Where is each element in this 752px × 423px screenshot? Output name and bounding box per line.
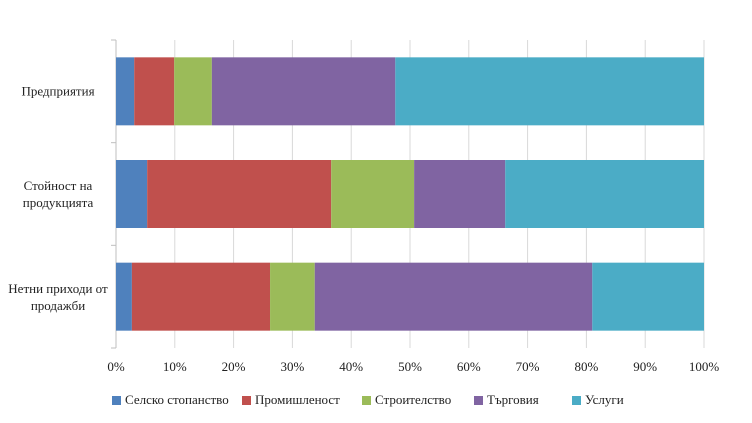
bar-segment: [116, 57, 135, 126]
bar-segment: [505, 160, 704, 228]
x-tick-label: 60%: [457, 359, 481, 374]
bar-segment: [270, 262, 315, 331]
x-tick-label: 40%: [339, 359, 363, 374]
legend-swatch: [362, 396, 371, 405]
y-tick-label: Нетни приходи от продажби: [8, 280, 108, 313]
y-tick-label: Предприятия: [21, 83, 95, 99]
legend-label: Строителство: [375, 392, 451, 407]
x-tick-label: 50%: [398, 359, 422, 374]
bar-segment: [314, 262, 593, 331]
bar-segment: [174, 57, 212, 126]
x-tick-label: 30%: [280, 359, 304, 374]
x-tick-label: 20%: [222, 359, 246, 374]
legend-swatch: [572, 396, 581, 405]
legend-label: Услуги: [585, 392, 624, 407]
bar-segment: [414, 160, 506, 228]
bar-segment: [147, 160, 332, 228]
legend-label: Селско стопанство: [125, 392, 229, 407]
legend-label: Промишленост: [255, 392, 340, 407]
bar-segment: [116, 160, 148, 228]
x-tick-label: 100%: [689, 359, 720, 374]
legend-swatch: [112, 396, 121, 405]
bar-segment: [395, 57, 704, 126]
legend-swatch: [474, 396, 483, 405]
bar-segment: [211, 57, 396, 126]
bar-segment: [331, 160, 415, 228]
bar-segment: [592, 262, 704, 331]
x-tick-label: 10%: [163, 359, 187, 374]
bar-segment: [116, 262, 132, 331]
x-tick-label: 80%: [574, 359, 598, 374]
bar-segment: [131, 262, 271, 331]
bar-segment: [134, 57, 175, 126]
x-tick-label: 70%: [516, 359, 540, 374]
x-tick-label: 0%: [107, 359, 125, 374]
x-tick-label: 90%: [633, 359, 657, 374]
legend-swatch: [242, 396, 251, 405]
legend-label: Търговия: [487, 392, 539, 407]
y-tick-label: Стойност на продукцията: [22, 178, 94, 210]
